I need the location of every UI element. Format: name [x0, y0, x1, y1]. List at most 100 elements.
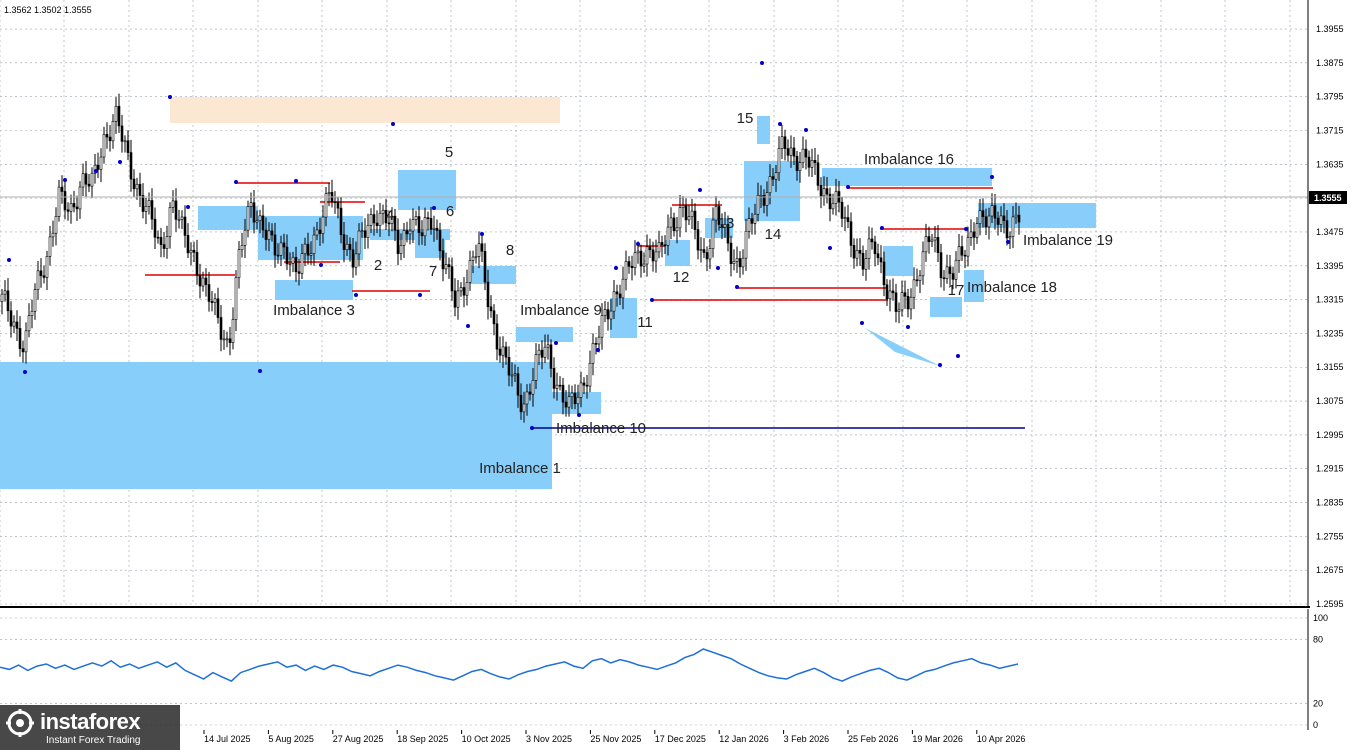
- candle-body: [954, 260, 958, 280]
- candle-body: [645, 246, 649, 265]
- candle-body: [273, 234, 277, 256]
- candle-body: [792, 147, 796, 157]
- candle-body: [0, 293, 4, 303]
- candle-body: [780, 136, 784, 149]
- candle-body: [816, 162, 820, 186]
- imbalance-label: Imbalance 9: [520, 302, 602, 319]
- candle-body: [114, 105, 118, 122]
- candle-body: [783, 136, 787, 149]
- candle-body: [738, 258, 742, 268]
- candle-body: [444, 264, 448, 270]
- marker-number: 2: [374, 257, 382, 274]
- candle-body: [132, 178, 136, 190]
- candle-body: [1005, 220, 1009, 239]
- candle-body: [144, 205, 148, 212]
- price-tick-label: 1.3795: [1316, 92, 1344, 102]
- candle-body: [510, 374, 514, 377]
- candle-body: [363, 230, 367, 238]
- brand-tagline: Instant Forex Trading: [46, 735, 141, 746]
- candle-body: [564, 401, 568, 408]
- fractal-marker: [906, 325, 910, 329]
- candle-body: [279, 242, 283, 256]
- candle-body: [747, 218, 751, 232]
- candle-body: [921, 251, 925, 277]
- candle-body: [690, 210, 694, 218]
- candle-body: [552, 368, 556, 389]
- fractal-marker: [860, 321, 864, 325]
- candle-body: [660, 242, 664, 246]
- candle-body: [606, 309, 610, 320]
- candle-body: [978, 210, 982, 224]
- candle-body: [240, 245, 244, 251]
- candle-body: [909, 296, 913, 310]
- candle-body: [306, 243, 310, 256]
- candle-body: [594, 343, 598, 345]
- candle-body: [927, 236, 931, 242]
- date-tick-label: 18 Sep 2025: [397, 734, 448, 744]
- candle-body: [336, 201, 340, 209]
- candle-body: [27, 315, 31, 332]
- candle-body: [357, 230, 361, 255]
- fractal-marker: [778, 122, 782, 126]
- candle-body: [78, 186, 82, 210]
- candle-body: [759, 195, 763, 197]
- candle-body: [75, 206, 79, 210]
- candle-body: [255, 220, 259, 223]
- candle-body: [351, 249, 355, 268]
- candle-body: [174, 200, 178, 220]
- candle-body: [189, 249, 193, 254]
- price-tick-label: 1.3875: [1316, 58, 1344, 68]
- candle-body: [789, 147, 793, 156]
- candle-body: [771, 176, 775, 180]
- candle-body: [129, 152, 133, 180]
- imbalance-label: Imbalance 3: [273, 302, 355, 319]
- candle-body: [489, 306, 493, 312]
- indicator-tick-label: 80: [1313, 634, 1323, 644]
- imbalance-1-zone: [0, 362, 552, 489]
- candle-body: [72, 203, 76, 208]
- candle-body: [429, 218, 433, 230]
- marker-number: 13: [718, 215, 735, 232]
- candle-body: [924, 236, 928, 253]
- candle-body: [828, 193, 832, 210]
- candle-body: [729, 242, 733, 264]
- candle-body: [219, 317, 223, 340]
- candle-body: [153, 218, 157, 238]
- candle-body: [570, 392, 574, 398]
- candle-body: [1008, 236, 1012, 239]
- candle-body: [495, 323, 499, 350]
- candle-body: [846, 217, 850, 222]
- candle-body: [684, 205, 688, 221]
- candle-body: [585, 384, 589, 387]
- imbalance-label: Imbalance 10: [556, 420, 646, 437]
- candle-body: [201, 277, 205, 287]
- imbalance-label: Imbalance 19: [1023, 232, 1113, 249]
- candle-body: [531, 380, 535, 395]
- candle-body: [681, 205, 685, 208]
- candle-body: [537, 349, 541, 355]
- candle-body: [450, 266, 454, 292]
- date-tick-label: 10 Apr 2026: [977, 734, 1026, 744]
- candle-body: [408, 230, 412, 235]
- candle-body: [894, 292, 898, 312]
- candle-body: [360, 230, 364, 233]
- fractal-marker: [650, 298, 654, 302]
- candle-body: [981, 210, 985, 218]
- fractal-marker: [828, 246, 832, 250]
- candle-body: [369, 214, 373, 226]
- candle-body: [888, 290, 892, 300]
- candle-body: [630, 266, 634, 269]
- fractal-marker: [938, 363, 942, 367]
- candle-body: [258, 215, 262, 221]
- candle-body: [627, 261, 631, 267]
- candle-body: [264, 229, 268, 240]
- candle-body: [849, 221, 853, 246]
- candle-body: [795, 155, 799, 171]
- candle-body: [420, 232, 424, 237]
- candle-body: [861, 252, 865, 270]
- date-tick-label: 27 Aug 2025: [333, 734, 384, 744]
- current-price-box: [1309, 191, 1347, 204]
- fractal-marker: [118, 160, 122, 164]
- candle-body: [42, 275, 46, 278]
